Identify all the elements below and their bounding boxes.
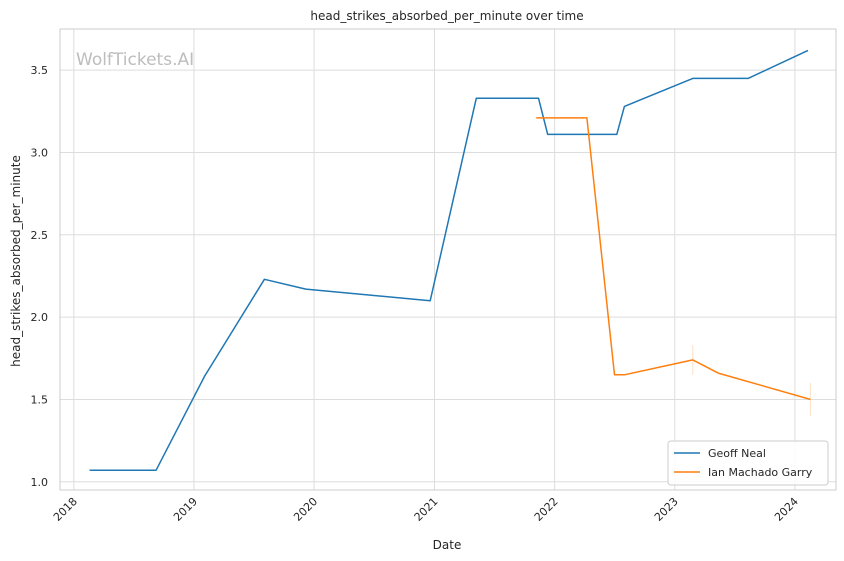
y-tick-label: 3.5 [31, 64, 49, 77]
series-lines [89, 49, 811, 471]
y-tick-label: 2.0 [31, 311, 49, 324]
grid [60, 29, 836, 490]
series-line-ian-machado-garry [536, 117, 811, 401]
y-tick-label: 3.0 [31, 146, 49, 159]
chart-title: head_strikes_absorbed_per_minute over ti… [310, 9, 583, 23]
legend-label: Geoff Neal [708, 447, 766, 460]
legend-box [667, 440, 829, 486]
y-tick-label: 1.0 [31, 476, 49, 489]
series-line-geoff-neal [89, 49, 809, 471]
legend-label: Ian Machado Garry [708, 466, 813, 479]
x-axis-title: Date [433, 538, 462, 552]
y-tick-label: 2.5 [31, 229, 49, 242]
watermark-group: WolfTickets.AI [76, 50, 194, 70]
legend: Geoff Neal Ian Machado Garry [667, 440, 829, 486]
plot-frame [59, 28, 837, 491]
y-axis-title: head_strikes_absorbed_per_minute [9, 155, 23, 367]
y-tick-label: 1.5 [31, 393, 49, 406]
watermark: WolfTickets.AI [76, 50, 194, 70]
y-tick-labels: 1.0 1.5 2.0 2.5 3.0 3.5 [31, 64, 49, 489]
